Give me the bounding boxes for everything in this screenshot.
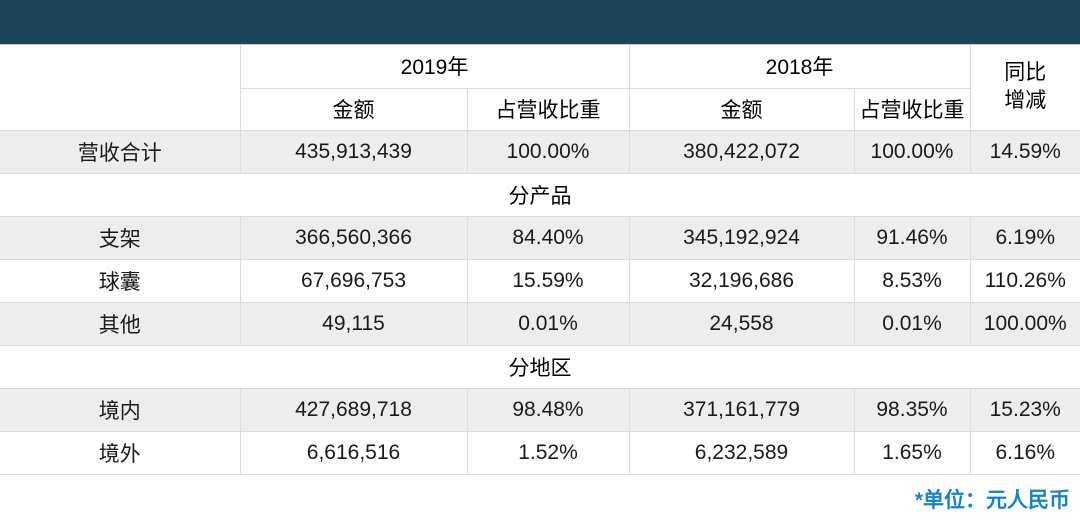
yoy-cell: 14.59% bbox=[969, 129, 1080, 174]
table-row: 营收合计 435,913,439 100.00% 380,422,072 100.00%… bbox=[0, 129, 1080, 174]
amount-2019-cell: 435,913,439 bbox=[239, 129, 468, 174]
amount-2019-header: 金额 bbox=[240, 87, 468, 131]
share-2019-header: 占营收比重 bbox=[466, 87, 630, 131]
yoy-cell: 100.00% bbox=[969, 301, 1080, 346]
share-2018-cell: 98.35% bbox=[853, 387, 971, 432]
share-2018-header: 占营收比重 bbox=[853, 87, 970, 131]
top-navy-banner bbox=[0, 0, 1080, 45]
table-body: 营收合计 435,913,439 100.00% 380,422,072 100.00%… bbox=[0, 129, 1080, 475]
row-label: 境内 bbox=[0, 387, 241, 432]
section-label: 分地区 bbox=[0, 344, 1080, 389]
footer: *单位：元人民币 bbox=[0, 475, 1080, 523]
unit-note: *单位：元人民币 bbox=[914, 489, 1070, 512]
amount-2018-cell: 24,558 bbox=[628, 301, 855, 346]
yoy-header-line2: 增减 bbox=[1004, 89, 1047, 113]
row-label: 球囊 bbox=[0, 258, 241, 303]
amount-2019-cell: 6,616,516 bbox=[239, 430, 468, 475]
table-row: 支架 366,560,366 84.40% 345,192,924 91.46% 6.19… bbox=[0, 215, 1080, 260]
share-2018-cell: 91.46% bbox=[853, 215, 971, 260]
share-2019-cell: 84.40% bbox=[466, 215, 630, 260]
amount-2018-cell: 371,161,779 bbox=[628, 387, 855, 432]
yoy-cell: 6.19% bbox=[969, 215, 1080, 260]
row-label: 支架 bbox=[0, 215, 241, 260]
corner-empty-cell bbox=[0, 45, 241, 131]
share-2019-cell: 15.59% bbox=[466, 258, 630, 303]
share-2018-cell: 100.00% bbox=[853, 129, 971, 174]
amount-2019-cell: 67,696,753 bbox=[239, 258, 468, 303]
section-row: 分产品 bbox=[0, 172, 1080, 217]
amount-2018-cell: 380,422,072 bbox=[628, 129, 855, 174]
row-label: 其他 bbox=[0, 301, 241, 346]
table-row: 境外 6,616,516 1.52% 6,232,589 1.65% 6.16% bbox=[0, 430, 1080, 475]
amount-2018-cell: 6,232,589 bbox=[628, 430, 855, 475]
section-row: 分地区 bbox=[0, 344, 1080, 389]
share-2019-cell: 100.00% bbox=[466, 129, 630, 174]
row-label: 境外 bbox=[0, 430, 241, 475]
table-row: 境内 427,689,718 98.48% 371,161,779 98.35% 15.2… bbox=[0, 387, 1080, 432]
share-2019-cell: 98.48% bbox=[466, 387, 630, 432]
amount-2018-cell: 345,192,924 bbox=[628, 215, 855, 260]
table-header: 2019年 2018年 同比 增减 金额 占营收比重 金额 占营收比重 bbox=[0, 45, 1080, 131]
share-2019-cell: 1.52% bbox=[466, 430, 630, 475]
yoy-cell: 15.23% bbox=[969, 387, 1080, 432]
amount-2018-cell: 32,196,686 bbox=[628, 258, 855, 303]
yoy-cell: 6.16% bbox=[969, 430, 1080, 475]
share-2019-cell: 0.01% bbox=[466, 301, 630, 346]
year-2018-header: 2018年 bbox=[628, 45, 971, 89]
share-2018-cell: 0.01% bbox=[853, 301, 971, 346]
header-row-years: 2019年 2018年 同比 增减 bbox=[0, 45, 1080, 131]
share-2018-cell: 1.65% bbox=[853, 430, 971, 475]
amount-2019-cell: 427,689,718 bbox=[239, 387, 468, 432]
table-row: 球囊 67,696,753 15.59% 32,196,686 8.53% 110.26% bbox=[0, 258, 1080, 303]
row-label: 营收合计 bbox=[0, 129, 241, 174]
year-2019-header: 2019年 bbox=[239, 45, 630, 89]
yoy-cell: 110.26% bbox=[969, 258, 1080, 303]
yoy-header-line1: 同比 bbox=[1004, 60, 1047, 84]
amount-2019-cell: 366,560,366 bbox=[239, 215, 468, 260]
amount-2018-header: 金额 bbox=[628, 87, 855, 131]
share-2018-cell: 8.53% bbox=[853, 258, 971, 303]
section-label: 分产品 bbox=[0, 172, 1080, 217]
table-row: 其他 49,115 0.01% 24,558 0.01% 100.00% bbox=[0, 301, 1080, 346]
revenue-breakdown-table: 2019年 2018年 同比 增减 金额 占营收比重 金额 占营收比重 营收合计… bbox=[0, 45, 1080, 475]
amount-2019-cell: 49,115 bbox=[239, 301, 468, 346]
yoy-change-header: 同比 增减 bbox=[969, 45, 1080, 131]
